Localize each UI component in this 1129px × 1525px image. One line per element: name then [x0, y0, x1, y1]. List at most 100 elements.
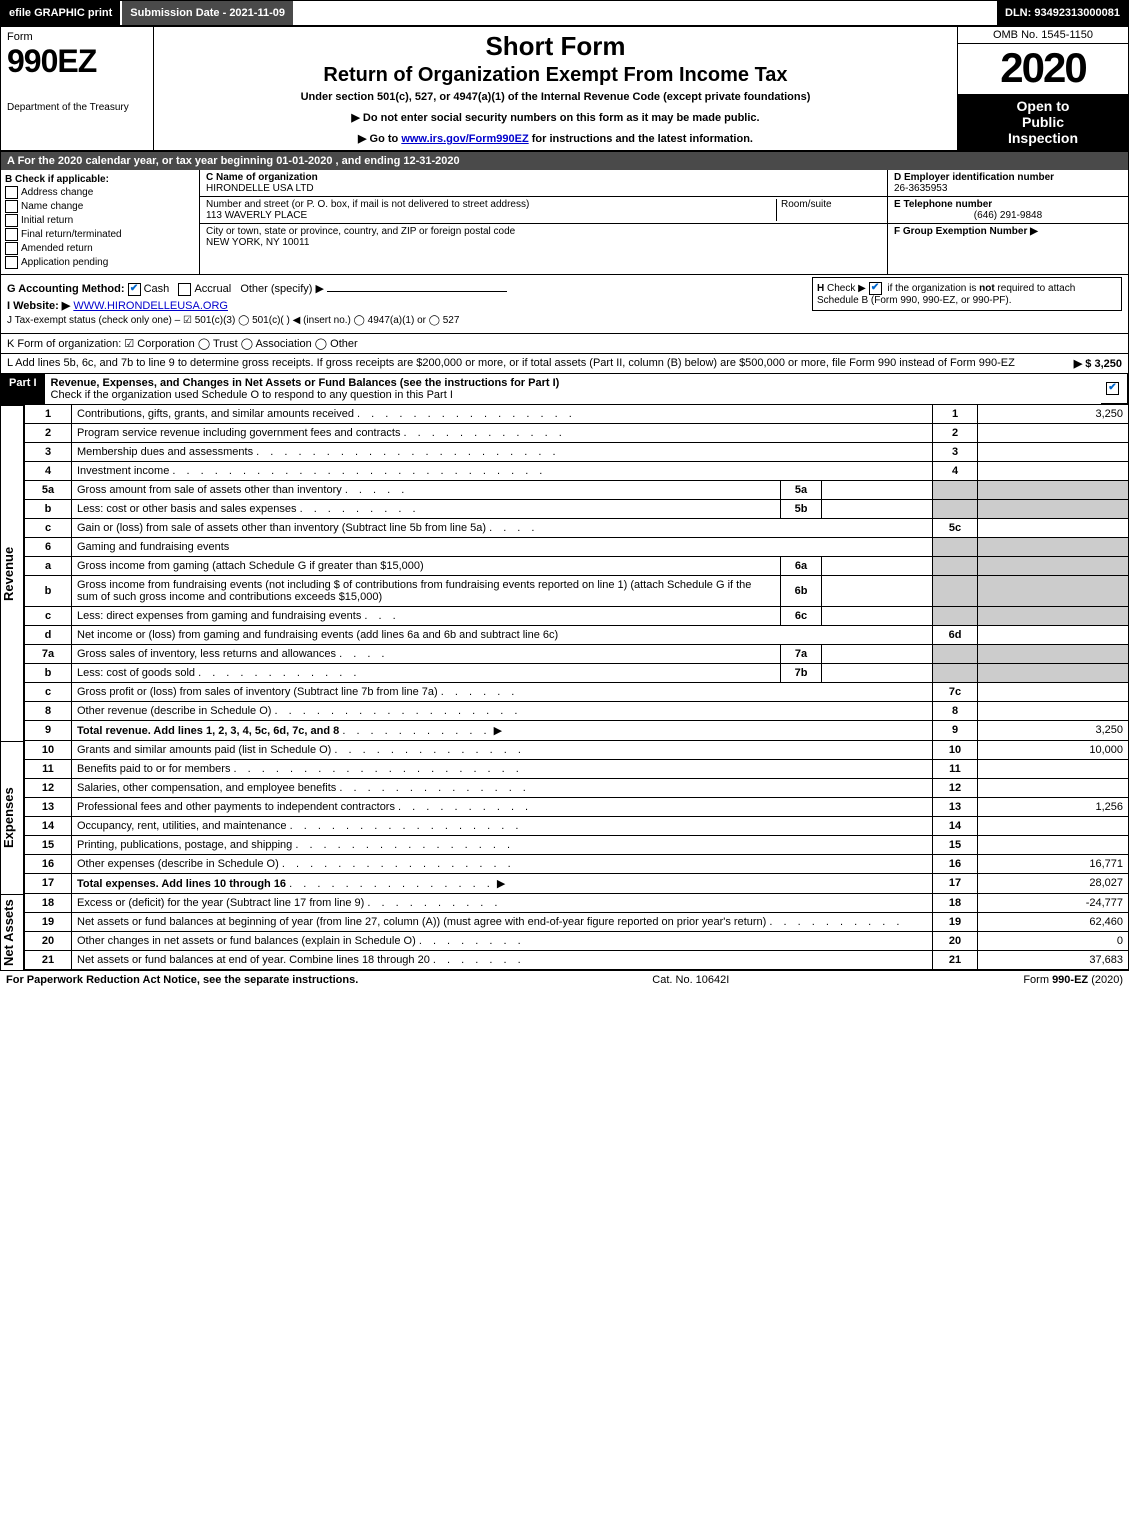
- form-under-text: Under section 501(c), 527, or 4947(a)(1)…: [160, 91, 951, 103]
- form-goto: ▶ Go to www.irs.gov/Form990EZ for instru…: [160, 132, 951, 145]
- form-warning: ▶ Do not enter social security numbers o…: [160, 111, 951, 124]
- omb-number: OMB No. 1545-1150: [958, 27, 1128, 44]
- line-9: 9Total revenue. Add lines 1, 2, 3, 4, 5c…: [25, 720, 1129, 740]
- footer-center: Cat. No. 10642I: [652, 974, 729, 986]
- check-amended-return[interactable]: Amended return: [5, 242, 195, 255]
- check-address-change[interactable]: Address change: [5, 186, 195, 199]
- box-c: C Name of organization HIRONDELLE USA LT…: [200, 170, 887, 274]
- line-6c: cLess: direct expenses from gaming and f…: [25, 606, 1129, 625]
- phone-label: E Telephone number: [894, 199, 1122, 210]
- public-line1: Open to: [962, 98, 1124, 114]
- line-10: 10Grants and similar amounts paid (list …: [25, 741, 1129, 760]
- form-number-box: Form 990EZ Department of the Treasury: [1, 27, 154, 150]
- check-name-change[interactable]: Name change: [5, 200, 195, 213]
- line-5a: 5aGross amount from sale of assets other…: [25, 480, 1129, 499]
- revenue-side-label: Revenue: [1, 405, 24, 741]
- line-16: 16Other expenses (describe in Schedule O…: [25, 854, 1129, 873]
- line-l-text: L Add lines 5b, 6c, and 7b to line 9 to …: [7, 357, 1074, 370]
- line-13: 13Professional fees and other payments t…: [25, 797, 1129, 816]
- line-7a: 7aGross sales of inventory, less returns…: [25, 644, 1129, 663]
- line-1: 1Contributions, gifts, grants, and simil…: [25, 405, 1129, 424]
- website-link[interactable]: WWW.HIRONDELLEUSA.ORG: [73, 300, 228, 312]
- line-5c: cGain or (loss) from sale of assets othe…: [25, 518, 1129, 537]
- line-18: 18Excess or (deficit) for the year (Subt…: [25, 894, 1129, 913]
- public-line2: Public: [962, 114, 1124, 130]
- city-value: NEW YORK, NY 10011: [206, 237, 881, 248]
- efile-print-button[interactable]: efile GRAPHIC print: [1, 1, 120, 25]
- check-initial-return[interactable]: Initial return: [5, 214, 195, 227]
- form-header: Form 990EZ Department of the Treasury Sh…: [0, 27, 1129, 152]
- dln-label: DLN: 93492313000081: [997, 1, 1128, 25]
- line-11: 11Benefits paid to or for members . . . …: [25, 759, 1129, 778]
- footer-right: Form 990-EZ (2020): [1023, 974, 1123, 986]
- form-title-box: Short Form Return of Organization Exempt…: [154, 27, 957, 150]
- line-12: 12Salaries, other compensation, and empl…: [25, 778, 1129, 797]
- room-suite-label: Room/suite: [776, 199, 881, 221]
- line-5b: bLess: cost or other basis and sales exp…: [25, 499, 1129, 518]
- line-k: K Form of organization: ☑ Corporation ◯ …: [0, 334, 1129, 354]
- part1-title: Revenue, Expenses, and Changes in Net As…: [45, 374, 1101, 404]
- form-subtitle: Return of Organization Exempt From Incom…: [160, 64, 951, 87]
- street-label: Number and street (or P. O. box, if mail…: [206, 199, 776, 210]
- part1-header: Part I Revenue, Expenses, and Changes in…: [0, 374, 1129, 405]
- h-label: H: [817, 283, 824, 294]
- line-20: 20Other changes in net assets or fund ba…: [25, 931, 1129, 950]
- public-line3: Inspection: [962, 130, 1124, 146]
- phone-value: (646) 291-9848: [894, 210, 1122, 221]
- line-15: 15Printing, publications, postage, and s…: [25, 835, 1129, 854]
- expenses-side-label: Expenses: [1, 741, 24, 894]
- group-exemption-label: F Group Exemption Number ▶: [894, 226, 1122, 237]
- box-b: B Check if applicable: Address change Na…: [1, 170, 200, 274]
- public-inspection: Open to Public Inspection: [958, 94, 1128, 150]
- netassets-table: 18Excess or (deficit) for the year (Subt…: [24, 894, 1129, 970]
- netassets-section: Net Assets 18Excess or (deficit) for the…: [0, 894, 1129, 970]
- form-number: 990EZ: [7, 43, 147, 80]
- line-l: L Add lines 5b, 6c, and 7b to line 9 to …: [0, 354, 1129, 374]
- expenses-section: Expenses 10Grants and similar amounts pa…: [0, 741, 1129, 894]
- irs-link[interactable]: www.irs.gov/Form990EZ: [401, 133, 528, 145]
- check-application-pending[interactable]: Application pending: [5, 256, 195, 269]
- page-footer: For Paperwork Reduction Act Notice, see …: [0, 970, 1129, 989]
- g-accrual-checkbox[interactable]: [178, 283, 191, 296]
- line-3: 3Membership dues and assessments . . . .…: [25, 442, 1129, 461]
- org-name-label: C Name of organization: [206, 172, 881, 183]
- tax-year: 2020: [958, 44, 1128, 92]
- line-8: 8Other revenue (describe in Schedule O) …: [25, 701, 1129, 720]
- netassets-side-label: Net Assets: [1, 894, 24, 970]
- footer-left: For Paperwork Reduction Act Notice, see …: [6, 974, 358, 986]
- part1-label: Part I: [1, 374, 45, 404]
- form-right-box: OMB No. 1545-1150 2020 Open to Public In…: [957, 27, 1128, 150]
- line-7c: cGross profit or (loss) from sales of in…: [25, 682, 1129, 701]
- dept-treasury: Department of the Treasury: [7, 102, 147, 113]
- form-title: Short Form: [160, 31, 951, 62]
- submission-date: Submission Date - 2021-11-09: [120, 1, 295, 25]
- org-name: HIRONDELLE USA LTD: [206, 183, 881, 194]
- h-checkbox[interactable]: [869, 282, 882, 295]
- g-cash-checkbox[interactable]: [128, 283, 141, 296]
- line-4: 4Investment income . . . . . . . . . . .…: [25, 461, 1129, 480]
- line-6b: bGross income from fundraising events (n…: [25, 575, 1129, 606]
- info-block: H Check ▶ if the organization is not req…: [0, 275, 1129, 334]
- ein-label: D Employer identification number: [894, 172, 1122, 183]
- line-7b: bLess: cost of goods sold . . . . . . . …: [25, 663, 1129, 682]
- line-6a: aGross income from gaming (attach Schedu…: [25, 556, 1129, 575]
- form-label: Form: [7, 31, 147, 43]
- part1-schedule-o-check[interactable]: [1101, 374, 1128, 404]
- expenses-table: 10Grants and similar amounts paid (list …: [24, 741, 1129, 894]
- line-21: 21Net assets or fund balances at end of …: [25, 950, 1129, 969]
- box-def: D Employer identification number 26-3635…: [887, 170, 1128, 274]
- revenue-table: 1Contributions, gifts, grants, and simil…: [24, 405, 1129, 741]
- box-b-label: B Check if applicable:: [5, 174, 195, 185]
- street-value: 113 WAVERLY PLACE: [206, 210, 776, 221]
- line-14: 14Occupancy, rent, utilities, and mainte…: [25, 816, 1129, 835]
- line-j: J Tax-exempt status (check only one) – ☑…: [7, 315, 1122, 326]
- ein-value: 26-3635953: [894, 183, 1122, 194]
- line-6d: dNet income or (loss) from gaming and fu…: [25, 625, 1129, 644]
- top-bar: efile GRAPHIC print Submission Date - 20…: [0, 0, 1129, 27]
- line-19: 19Net assets or fund balances at beginni…: [25, 912, 1129, 931]
- line-17: 17Total expenses. Add lines 10 through 1…: [25, 873, 1129, 893]
- check-final-return[interactable]: Final return/terminated: [5, 228, 195, 241]
- entity-info: B Check if applicable: Address change Na…: [0, 170, 1129, 275]
- revenue-section: Revenue 1Contributions, gifts, grants, a…: [0, 405, 1129, 741]
- line-2: 2Program service revenue including gover…: [25, 423, 1129, 442]
